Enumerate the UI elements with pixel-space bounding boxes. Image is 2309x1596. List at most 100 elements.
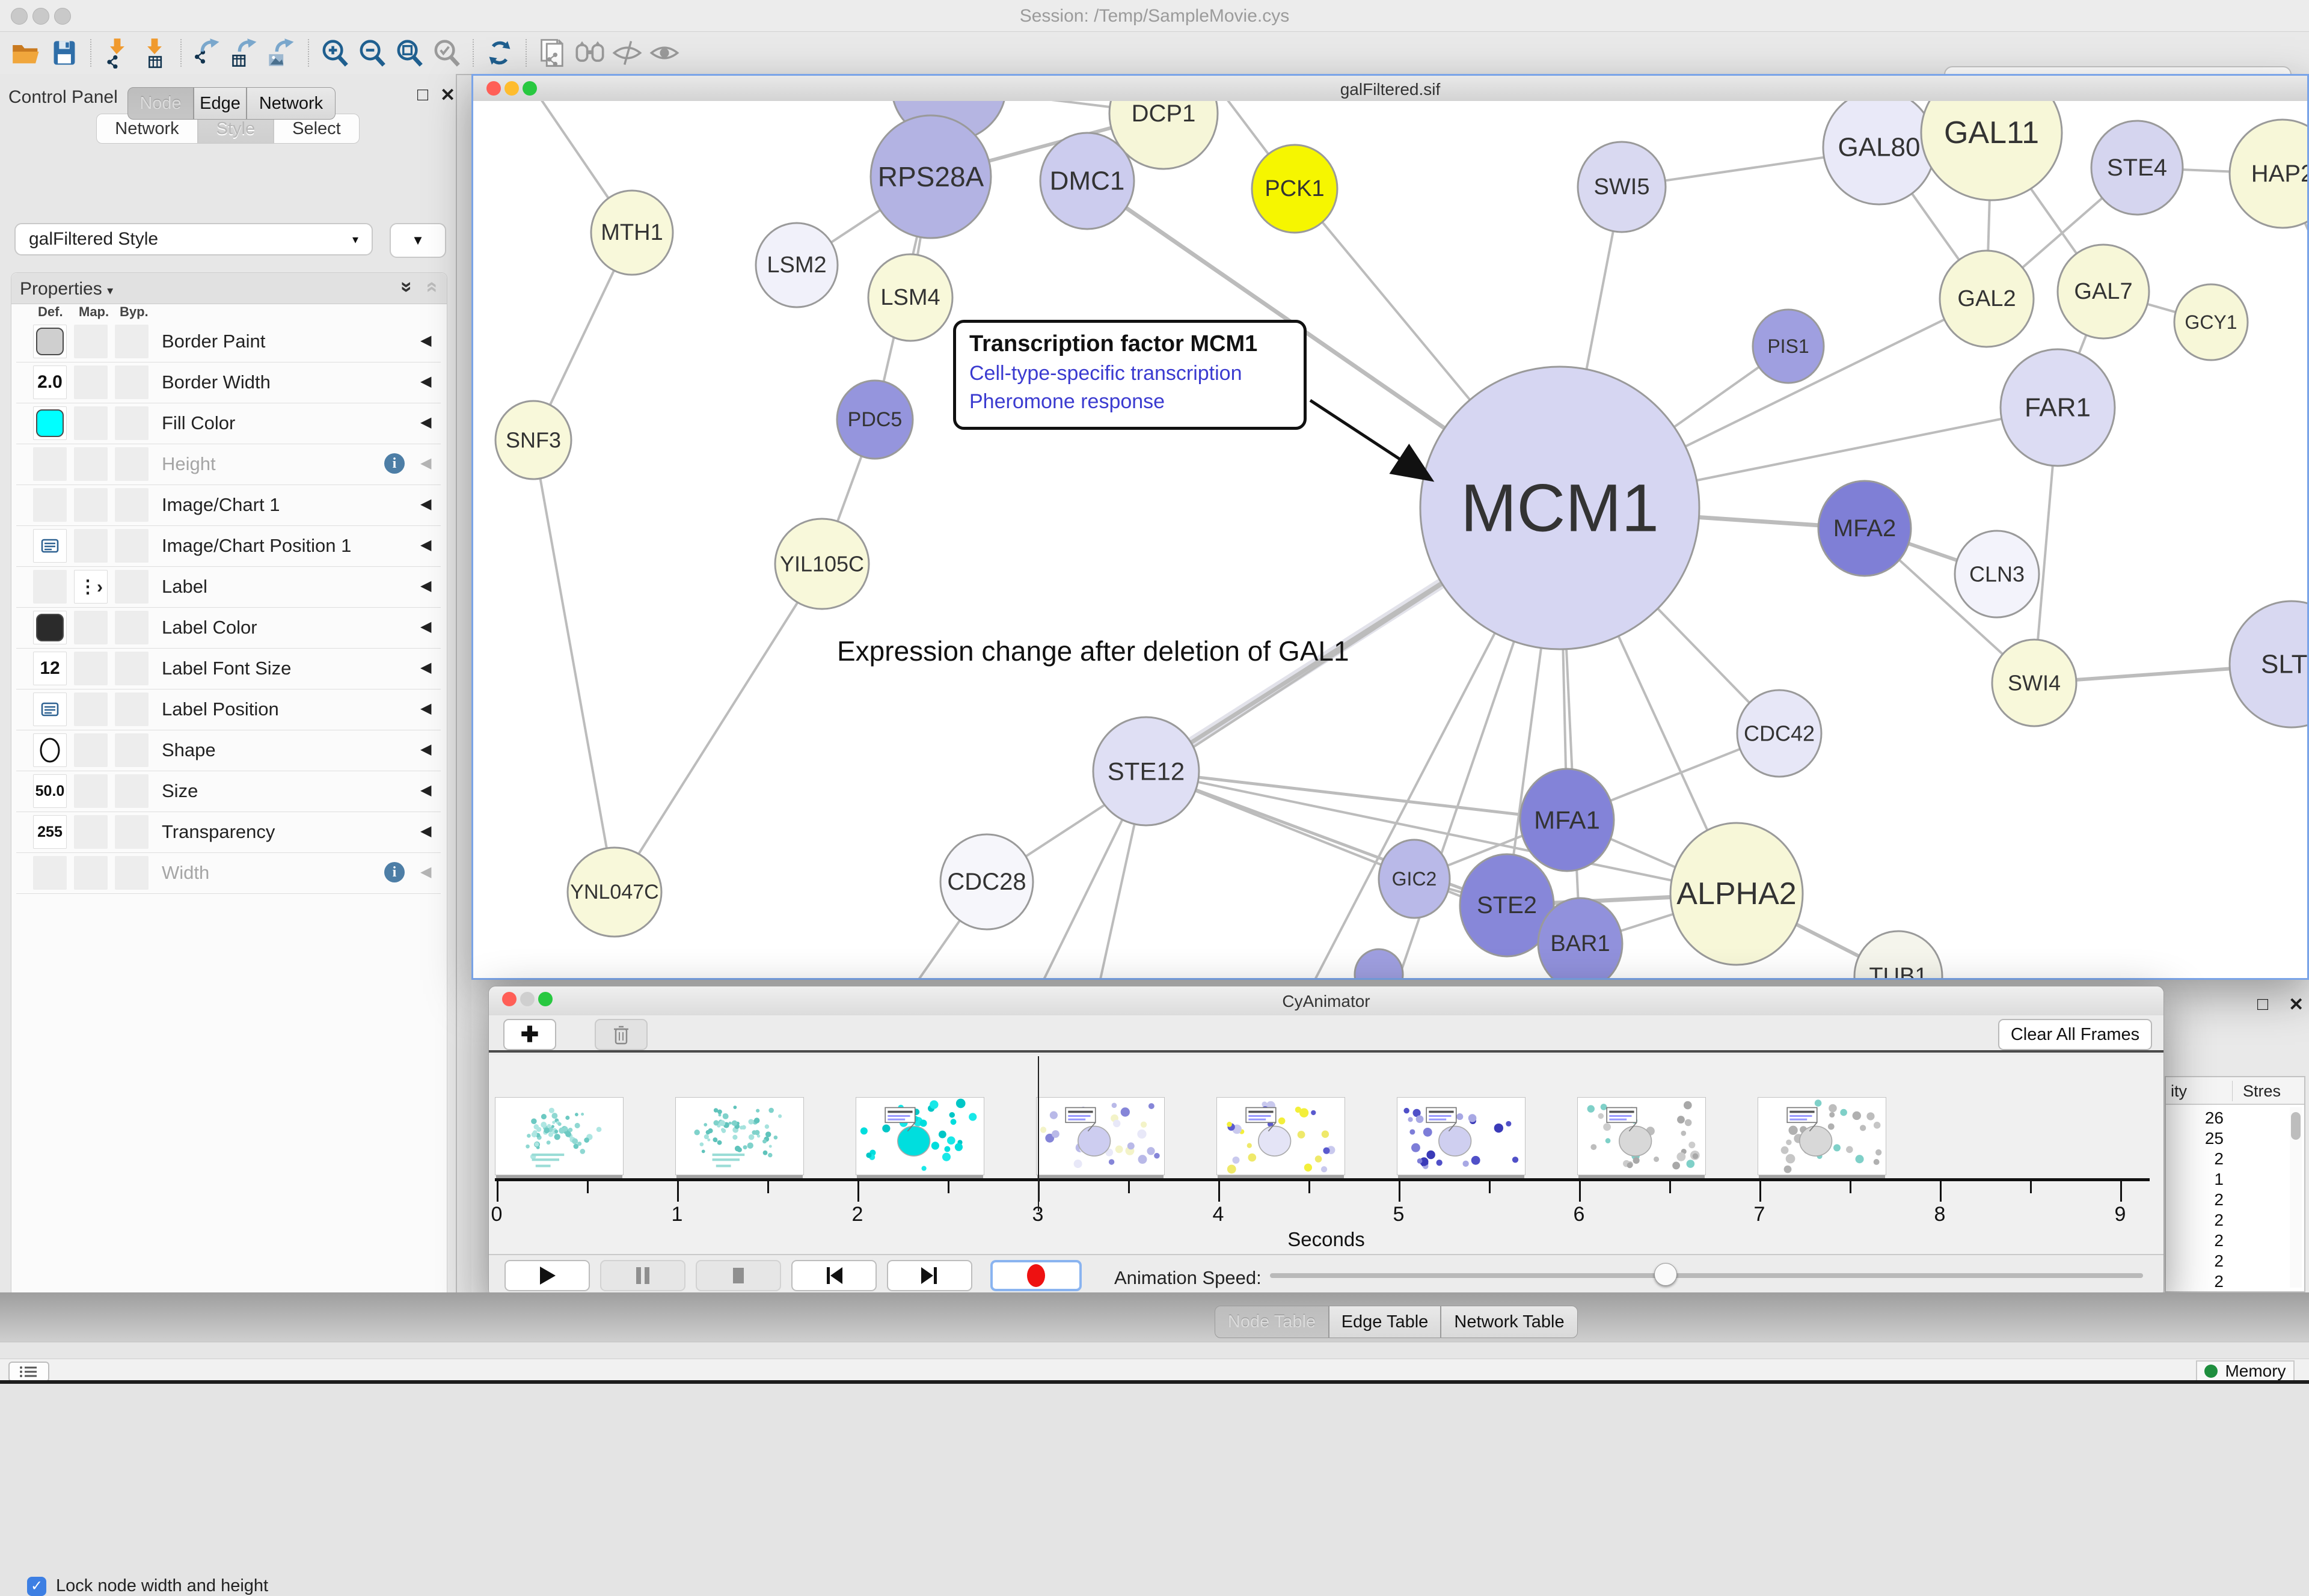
lock-node-size-checkbox[interactable]: ✓: [27, 1576, 46, 1596]
default-value-cell[interactable]: [33, 447, 67, 481]
network-node-HAP2[interactable]: HAP2: [2228, 118, 2307, 229]
table-column-headers[interactable]: ity Stres: [2166, 1077, 2304, 1105]
mapping-cell[interactable]: [74, 447, 108, 481]
default-value-cell[interactable]: [33, 733, 67, 767]
bypass-cell[interactable]: [115, 447, 149, 481]
default-value-cell[interactable]: [33, 406, 67, 440]
window-minimize-button[interactable]: [520, 992, 535, 1006]
show-eye-button[interactable]: [646, 36, 683, 70]
network-node-DMC1[interactable]: DMC1: [1039, 132, 1135, 230]
mapping-cell[interactable]: [74, 652, 108, 685]
bypass-cell[interactable]: [115, 325, 149, 358]
bypass-cell[interactable]: [115, 488, 149, 522]
bypass-cell[interactable]: [115, 406, 149, 440]
expand-all-icon[interactable]: »: [395, 281, 419, 293]
style-options-button[interactable]: ▼: [390, 223, 446, 258]
clone-network-button[interactable]: [534, 36, 571, 70]
network-node-MTH1[interactable]: MTH1: [590, 189, 674, 276]
network-node-PCK1[interactable]: PCK1: [1251, 144, 1338, 234]
tab-node-table[interactable]: Node Table: [1215, 1306, 1329, 1338]
expand-row-icon[interactable]: ◀: [420, 864, 432, 880]
timeline-frame-0[interactable]: [495, 1097, 624, 1175]
network-node-FAR1[interactable]: FAR1: [1999, 348, 2116, 467]
network-edge[interactable]: [1145, 769, 1568, 822]
play-button[interactable]: [504, 1260, 590, 1291]
mapping-cell[interactable]: ⋮›: [74, 570, 108, 604]
bypass-cell[interactable]: [115, 529, 149, 563]
network-node-GIC2[interactable]: GIC2: [1378, 839, 1451, 919]
network-annotation[interactable]: Transcription factor MCM1 Cell-type-spec…: [953, 320, 1307, 430]
expand-row-icon[interactable]: ◀: [420, 823, 432, 839]
network-node-CLN3[interactable]: CLN3: [1954, 530, 2040, 619]
panel-tab-edge[interactable]: Edge: [194, 87, 247, 120]
mapping-cell[interactable]: [74, 693, 108, 726]
network-node-GCY1[interactable]: GCY1: [2173, 283, 2249, 361]
network-node-GAL7[interactable]: GAL7: [2056, 243, 2150, 340]
import-table-button[interactable]: [136, 36, 173, 70]
panel-tab-network[interactable]: Network: [247, 87, 336, 120]
network-node-GAL11[interactable]: GAL11: [1920, 101, 2063, 201]
window-minimize-button[interactable]: [504, 81, 519, 96]
window-zoom-button[interactable]: [523, 81, 537, 96]
bypass-cell[interactable]: [115, 815, 149, 849]
property-row-border-width[interactable]: 2.0 Border Width ◀: [16, 362, 441, 403]
timeline-frame-4[interactable]: [1216, 1097, 1345, 1175]
float-panel-icon[interactable]: □: [2257, 994, 2269, 1014]
network-node-PDC5[interactable]: PDC5: [836, 379, 914, 460]
expand-row-icon[interactable]: ◀: [420, 537, 432, 553]
zoom-out-button[interactable]: [354, 36, 391, 70]
expand-row-icon[interactable]: ◀: [420, 414, 432, 430]
network-canvas[interactable]: RPS28B DCP1 PCK1 RPS28A DMC1 MTH1 LSM2 LSM4 SWI5…: [473, 101, 2307, 978]
bypass-cell[interactable]: [115, 733, 149, 767]
default-value-cell[interactable]: [33, 325, 67, 358]
property-row-label-position[interactable]: Label Position ◀: [16, 689, 441, 730]
property-row-height[interactable]: Height i ◀: [16, 444, 441, 485]
refresh-layout-button[interactable]: [481, 36, 518, 70]
property-row-label-color[interactable]: Label Color ◀: [16, 607, 441, 649]
expand-row-icon[interactable]: ◀: [420, 496, 432, 512]
network-node-GAL80[interactable]: GAL80: [1822, 101, 1936, 206]
expand-row-icon[interactable]: ◀: [420, 741, 432, 757]
properties-header[interactable]: Properties ▾ » »: [11, 273, 447, 304]
default-value-cell[interactable]: 2.0: [33, 365, 67, 399]
network-edge[interactable]: [1145, 770, 1737, 895]
network-edge[interactable]: [532, 439, 616, 893]
window-minimize-button[interactable]: [32, 8, 49, 25]
stop-button[interactable]: [696, 1260, 781, 1291]
timeline-playhead[interactable]: [1038, 1056, 1039, 1211]
record-button[interactable]: [990, 1260, 1082, 1291]
bypass-cell[interactable]: [115, 365, 149, 399]
bypass-cell[interactable]: [115, 652, 149, 685]
network-node-TUB1[interactable]: TUB1: [1853, 930, 1943, 978]
mapping-cell[interactable]: [74, 774, 108, 808]
import-network-button[interactable]: [99, 36, 136, 70]
property-row-label-font-size[interactable]: 12 Label Font Size ◀: [16, 648, 441, 689]
annotation-link-1[interactable]: Cell-type-specific transcription: [969, 362, 1242, 385]
property-row-image-chart-position-1[interactable]: Image/Chart Position 1 ◀: [16, 525, 441, 567]
expand-row-icon[interactable]: ◀: [420, 332, 432, 349]
network-node-SWI4[interactable]: SWI4: [1991, 638, 2077, 727]
property-row-fill-color[interactable]: Fill Color ◀: [16, 403, 441, 444]
network-node-MFA2[interactable]: MFA2: [1817, 480, 1912, 577]
mapping-cell[interactable]: [74, 365, 108, 399]
animation-speed-handle[interactable]: [1654, 1263, 1677, 1286]
export-image-button[interactable]: [263, 36, 301, 70]
expand-row-icon[interactable]: ◀: [420, 782, 432, 798]
default-value-cell[interactable]: [33, 529, 67, 563]
export-table-button[interactable]: [226, 36, 263, 70]
network-node-YNL047C[interactable]: YNL047C: [566, 846, 663, 938]
bypass-cell[interactable]: [115, 774, 149, 808]
property-row-label[interactable]: ⋮› Label ◀: [16, 566, 441, 608]
pause-button[interactable]: [600, 1260, 685, 1291]
network-node-STE4[interactable]: STE4: [2090, 120, 2184, 216]
property-row-width[interactable]: Width i ◀: [16, 852, 441, 894]
zoom-selected-button[interactable]: [428, 36, 465, 70]
animation-speed-slider[interactable]: [1270, 1273, 2143, 1278]
timeline-frame-2[interactable]: [856, 1097, 984, 1175]
network-node-BAR1[interactable]: BAR1: [1537, 897, 1624, 978]
info-icon[interactable]: i: [384, 862, 405, 882]
timeline-frame-6[interactable]: [1577, 1097, 1706, 1175]
default-value-cell[interactable]: 50.0: [33, 774, 67, 808]
network-node-GAL2[interactable]: GAL2: [1939, 249, 2035, 348]
network-node-MFA1[interactable]: MFA1: [1519, 768, 1615, 872]
